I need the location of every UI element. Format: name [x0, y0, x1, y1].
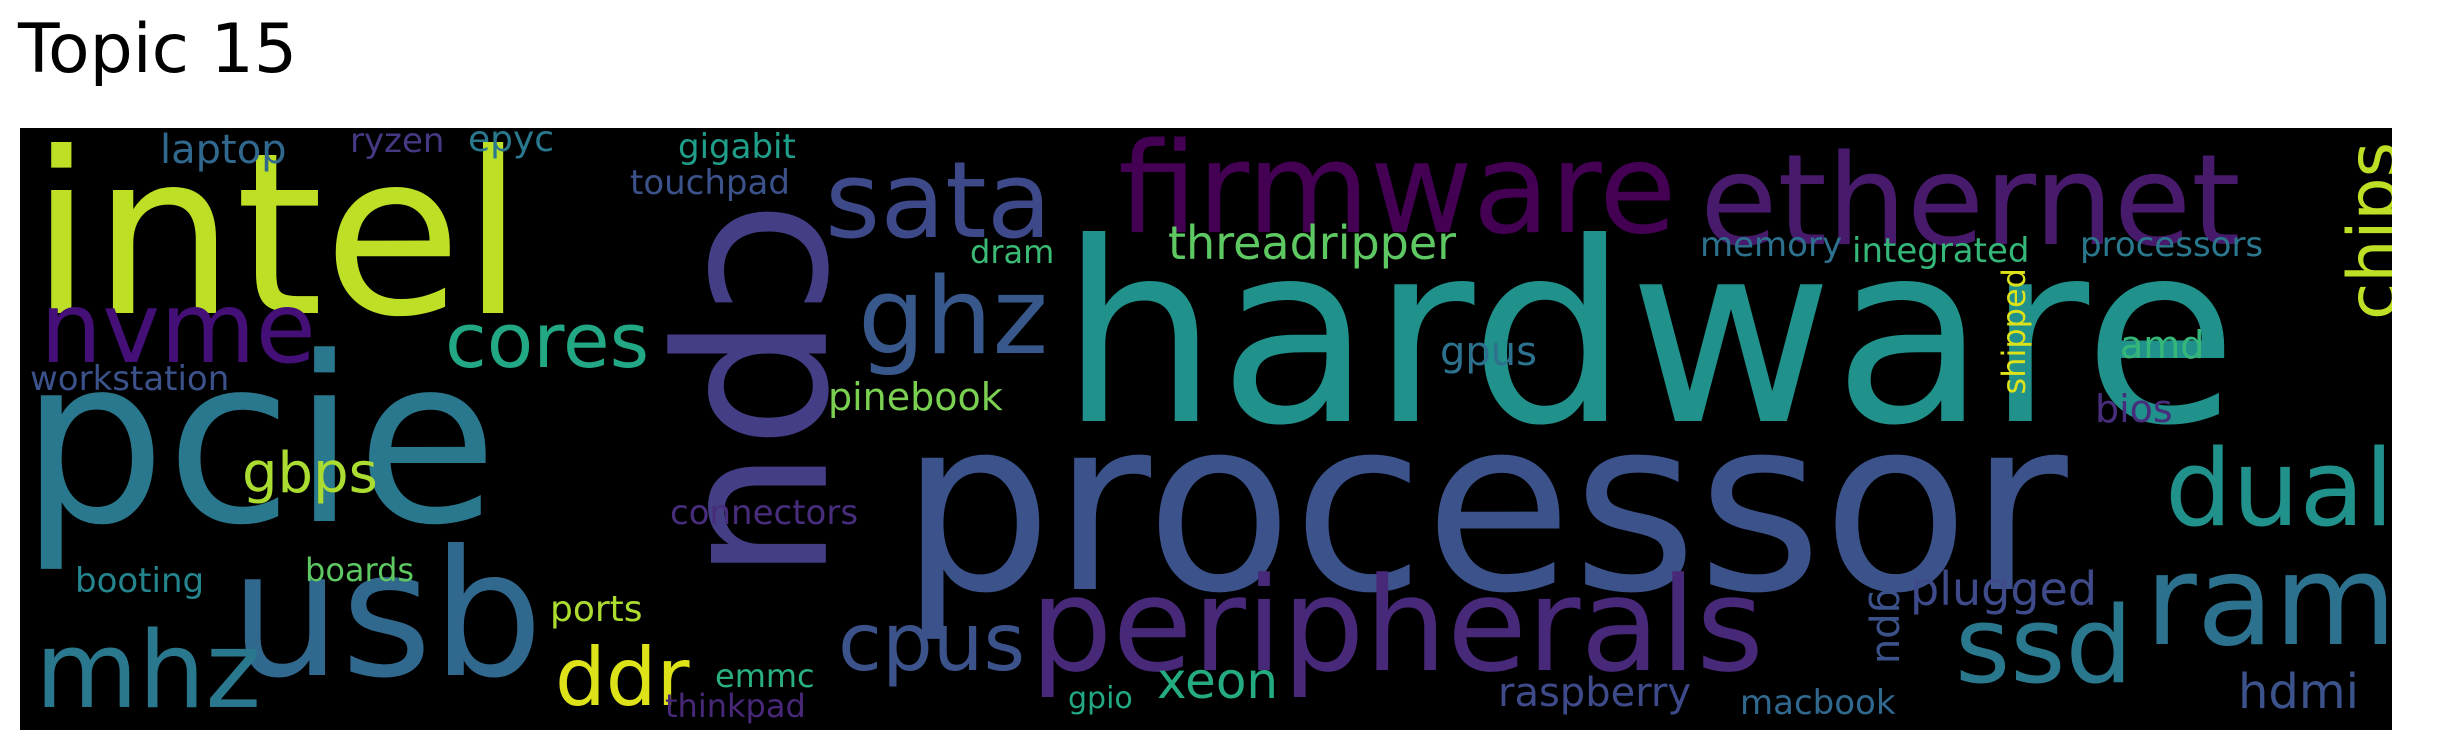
word-gpu: gpu — [1867, 588, 1913, 665]
word-cpus: cpus — [838, 596, 1026, 689]
word-threadripper: threadripper — [1168, 216, 1457, 270]
word-booting: booting — [75, 561, 205, 601]
word-sata: sata — [825, 139, 1052, 262]
word-gbps: gbps — [242, 441, 378, 506]
word-ryzen: ryzen — [350, 128, 445, 161]
word-gpus: gpus — [1440, 329, 1537, 375]
word-dual: dual — [2165, 427, 2392, 550]
word-processor: processor — [900, 366, 2068, 646]
word-thinkpad: thinkpad — [665, 687, 806, 725]
word-shipped: shipped — [1995, 268, 2033, 395]
word-usb: usb — [230, 514, 544, 717]
word-gigabit: gigabit — [678, 128, 796, 167]
word-memory: memory — [1700, 225, 1843, 265]
word-touchpad: touchpad — [630, 163, 790, 203]
page-title: Topic 15 — [18, 10, 298, 89]
word-ports: ports — [550, 589, 643, 630]
word-pinebook: pinebook — [828, 375, 1003, 419]
word-workstation: workstation — [30, 359, 230, 399]
word-integrated: integrated — [1852, 231, 2030, 271]
word-ghz: ghz — [858, 255, 1049, 378]
word-peripherals: peripherals — [1030, 549, 1764, 701]
word-connectors: connectors — [670, 493, 859, 533]
word-nvme: nvme — [40, 272, 316, 386]
word-raspberry: raspberry — [1498, 670, 1692, 716]
word-cpu: cpu — [661, 200, 906, 582]
word-cloud: hardware processor intel pcie cpu usb et… — [20, 128, 2392, 730]
word-macbook: macbook — [1740, 683, 1896, 723]
word-hardware: hardware — [1060, 189, 2238, 480]
word-pcie: pcie — [20, 309, 498, 576]
word-mhz: mhz — [35, 609, 262, 730]
word-dram: dram — [970, 233, 1055, 271]
word-emmc: emmc — [715, 657, 815, 695]
word-ethernet: ethernet — [1700, 128, 2241, 274]
word-ssd: ssd — [1955, 584, 2133, 707]
word-plugged: plugged — [1910, 562, 2098, 616]
word-bios: bios — [2095, 387, 2173, 431]
word-boards: boards — [305, 551, 415, 589]
word-chips: chips — [2334, 142, 2392, 320]
word-amd: amd — [2120, 323, 2205, 367]
word-intel: intel — [30, 128, 525, 367]
word-processors: processors — [2080, 225, 2264, 265]
word-gpio: gpio — [1068, 681, 1133, 716]
word-ram: ram — [2145, 527, 2392, 674]
word-ddr: ddr — [555, 631, 690, 724]
word-xeon: xeon — [1157, 652, 1279, 710]
word-laptop: laptop — [160, 128, 287, 173]
word-cores: cores — [445, 296, 650, 385]
word-epyc: epyc — [468, 128, 555, 160]
word-firmware: firmware — [1118, 128, 1677, 262]
word-hdmi: hdmi — [2238, 664, 2359, 720]
